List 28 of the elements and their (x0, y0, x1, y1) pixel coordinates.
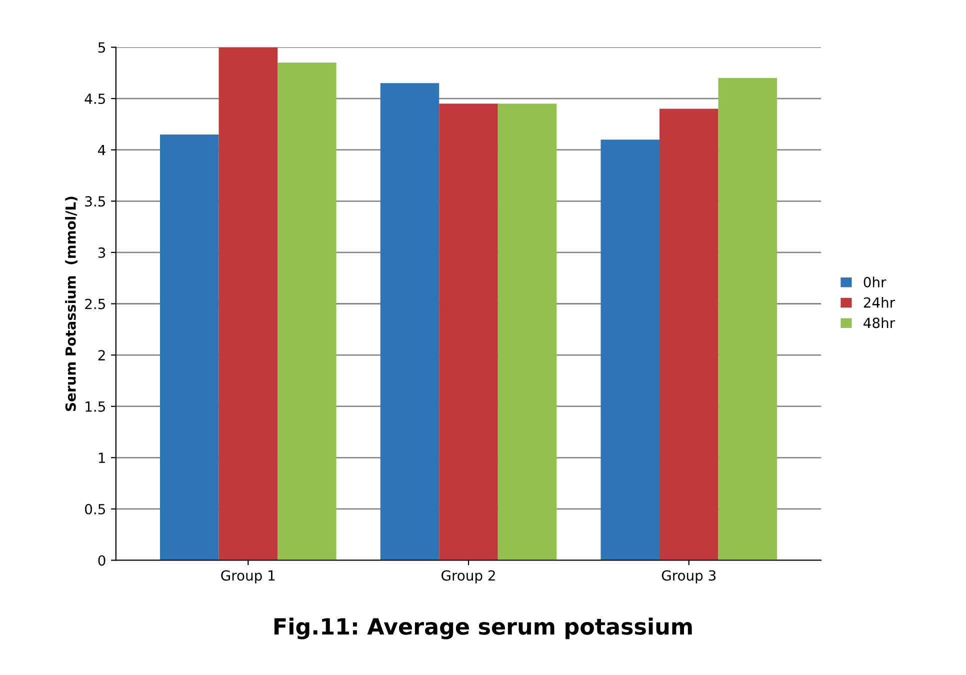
y-tick-label: 2 (98, 350, 105, 360)
y-axis-title: Serum Potassium (mmol/L) (65, 196, 78, 411)
bar (600, 140, 660, 560)
legend-label: 48hr (864, 317, 896, 328)
y-tick-label: 2.5 (85, 298, 105, 310)
legend-label: 24hr (864, 297, 896, 308)
legend-label: 0hr (864, 276, 886, 288)
x-tick-label: Group 2 (442, 570, 495, 584)
x-tick-label: Group 3 (662, 570, 716, 584)
bar (218, 47, 278, 560)
y-tick-label: 1 (98, 452, 105, 463)
x-tick-label: Group 1 (221, 570, 275, 584)
bar (659, 108, 718, 560)
bar (498, 104, 557, 560)
y-tick-label: 4.5 (84, 94, 105, 104)
y-tick-label: 4 (98, 145, 106, 156)
y-tick-label: 0.5 (85, 504, 105, 514)
bar (278, 62, 336, 560)
y-tick-label: 0 (98, 555, 106, 566)
text: Fig.11: Average serum potassium (274, 618, 692, 640)
y-tick-label: 3 (98, 247, 106, 258)
bar (380, 83, 440, 560)
y-tick-label: 3.5 (85, 196, 105, 207)
y-tick-label: 5 (98, 42, 105, 53)
bar (439, 104, 498, 560)
bar (160, 134, 219, 560)
y-tick-label: 1.5 (86, 402, 105, 412)
bar (718, 78, 778, 560)
